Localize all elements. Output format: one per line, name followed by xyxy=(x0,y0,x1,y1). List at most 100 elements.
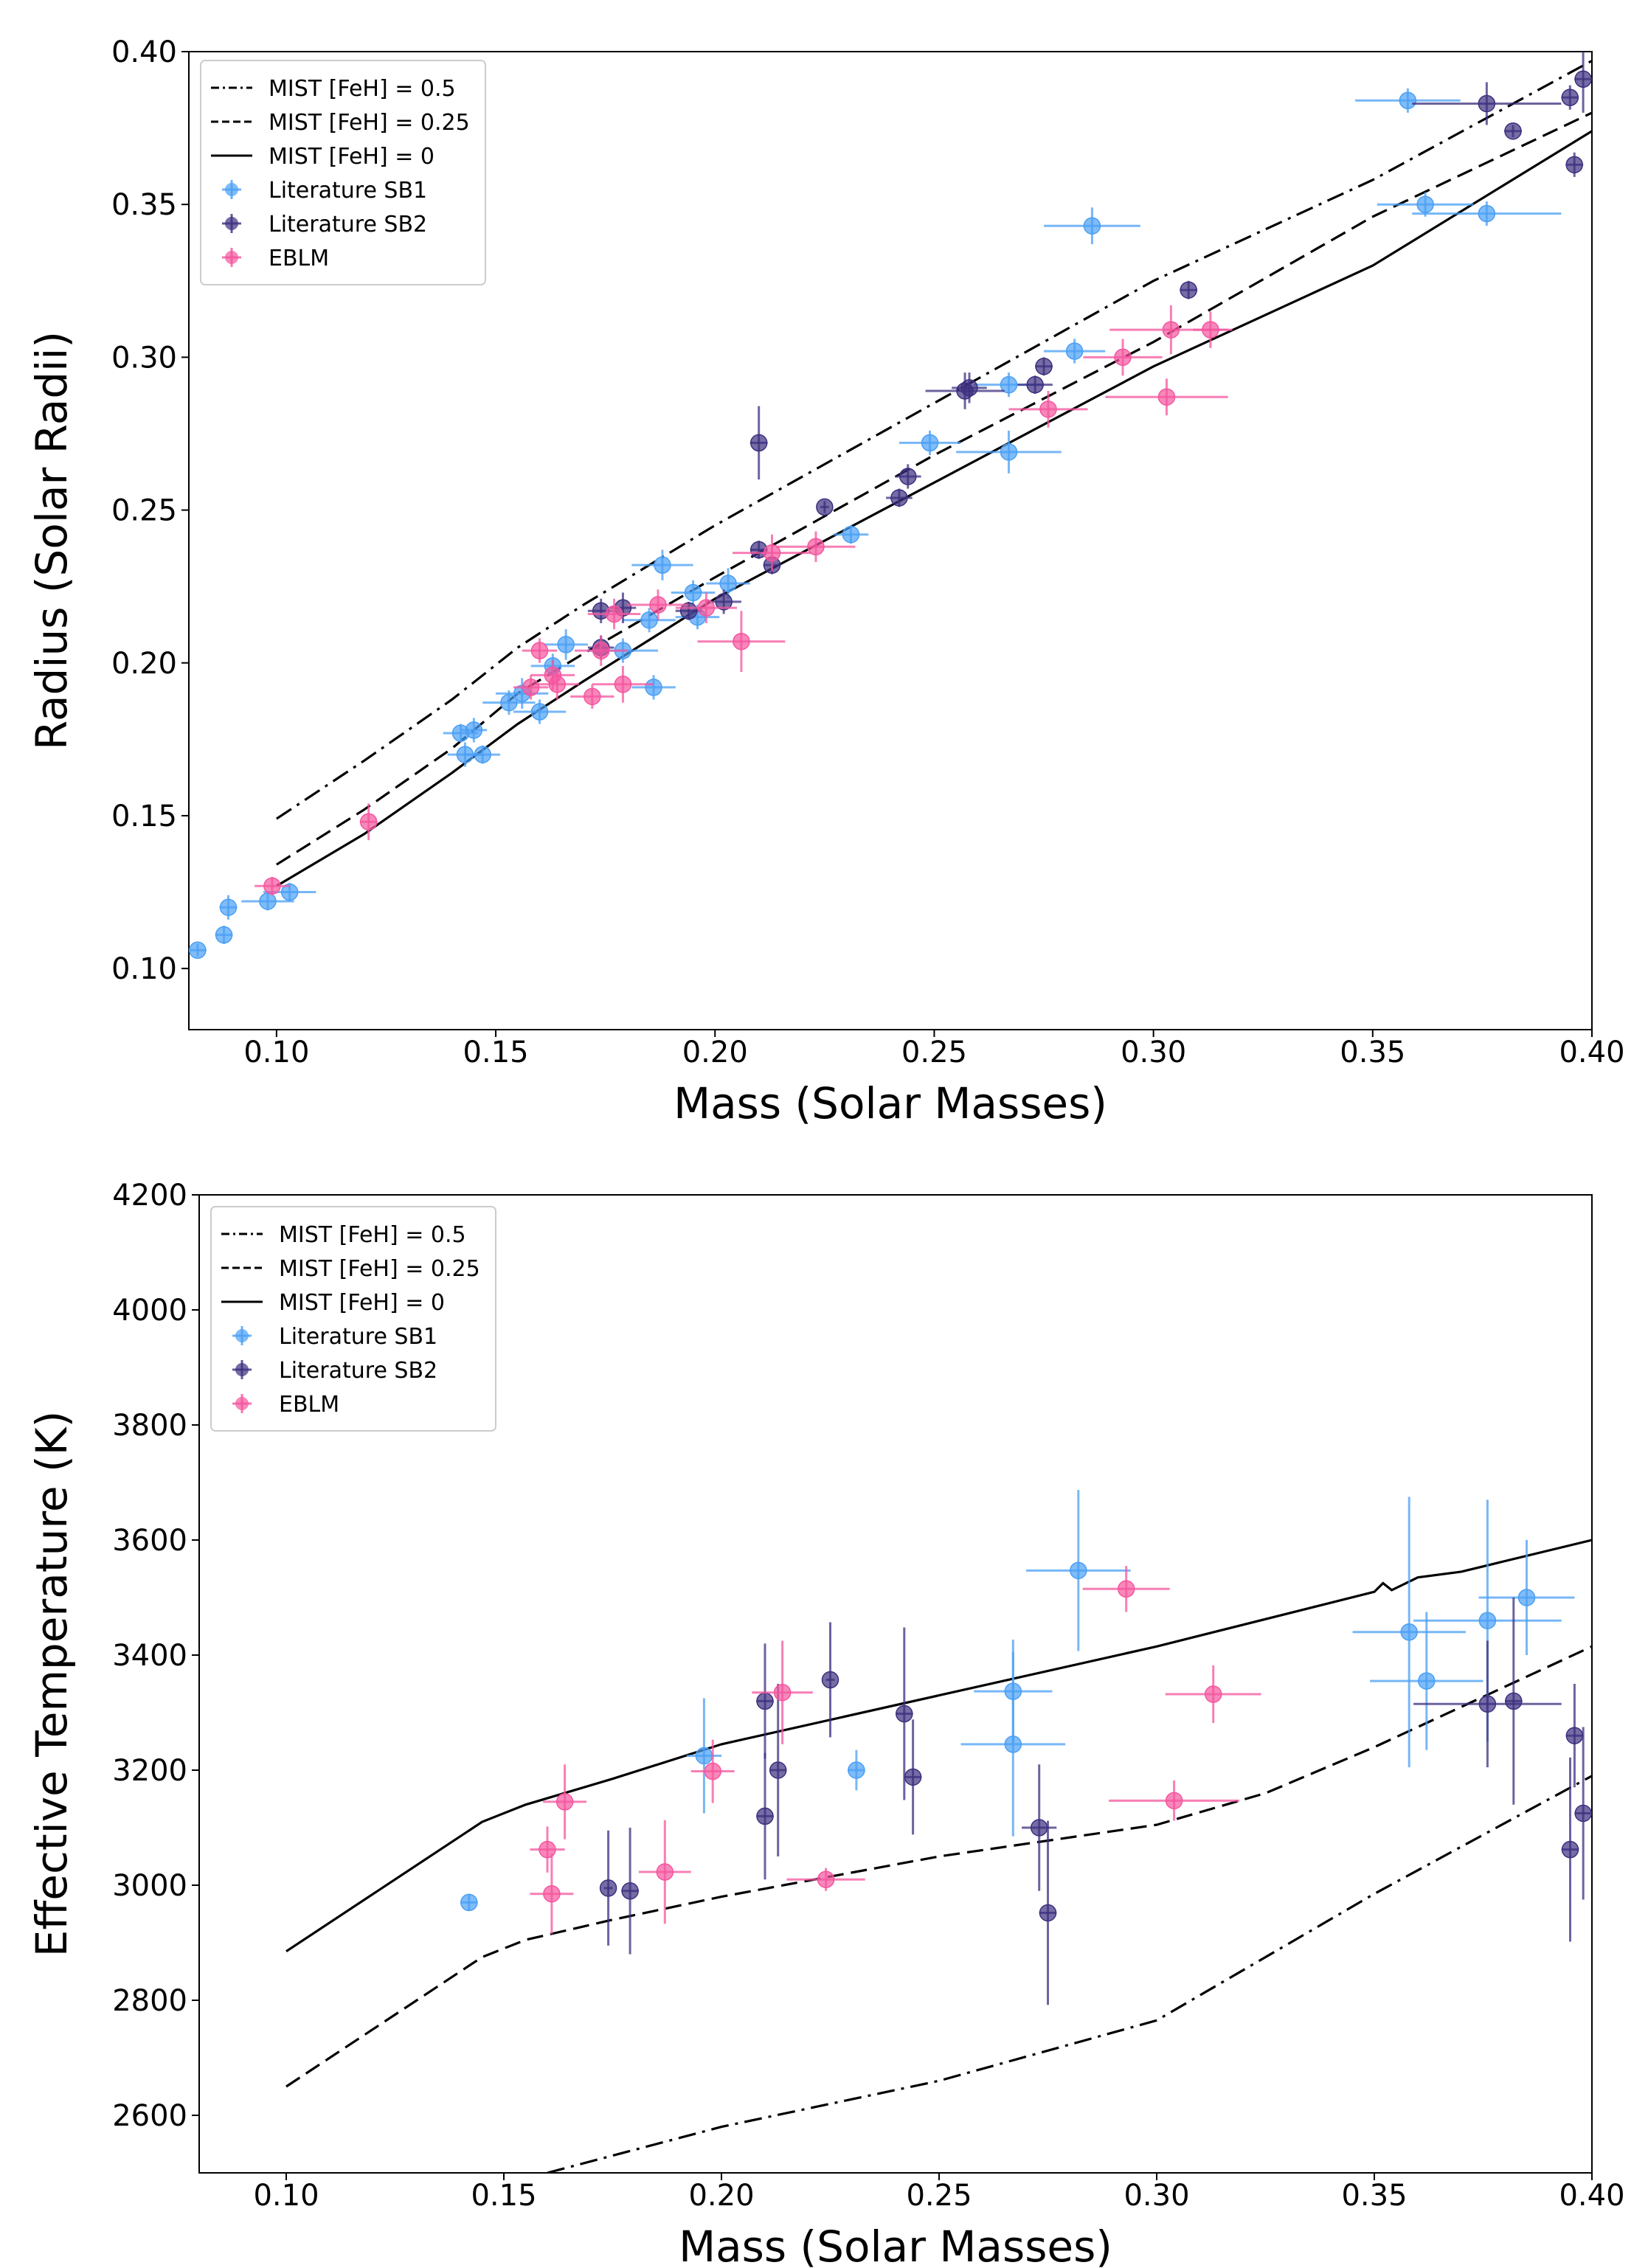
marker xyxy=(592,642,610,659)
data-point xyxy=(513,675,549,700)
x-tick-label: 0.40 xyxy=(1559,2179,1624,2213)
legend-marker xyxy=(235,1329,249,1342)
legend-label: MIST [FeH] = 0.5 xyxy=(279,1222,466,1248)
marker xyxy=(548,676,567,693)
series-literature-sb2 xyxy=(599,1598,1592,2005)
marker xyxy=(733,632,750,651)
data-point xyxy=(1165,1665,1261,1724)
legend-label: MIST [FeH] = 0 xyxy=(269,144,434,170)
marker xyxy=(695,1747,713,1765)
marker xyxy=(543,1884,561,1903)
radius-mass-panel: 0.10 0.15 0.20 0.25 0.30 0.35 0.40 0.10 0.15 0.20… xyxy=(27,35,1625,1128)
x-tick-label: 0.25 xyxy=(906,2179,972,2213)
marker xyxy=(1000,443,1018,461)
data-point xyxy=(1574,1727,1592,1900)
legend-label: Literature SB2 xyxy=(269,212,427,237)
marker xyxy=(899,468,917,485)
marker xyxy=(263,877,281,895)
marker xyxy=(1478,1612,1497,1629)
data-point xyxy=(816,498,834,516)
x-axis-label: Mass (Solar Masses) xyxy=(679,2222,1112,2268)
marker xyxy=(719,575,737,592)
x-tick-label: 0.30 xyxy=(1121,1036,1186,1069)
data-point xyxy=(1574,52,1592,113)
temperature-mass-panel: 0.10 0.15 0.20 0.25 0.30 0.35 0.40 2600 2800 3000… xyxy=(27,1179,1625,2268)
x-tick-label: 0.35 xyxy=(1340,1036,1405,1069)
data-point xyxy=(833,525,869,544)
x-tick-label: 0.10 xyxy=(253,2179,319,2213)
data-point xyxy=(821,1622,839,1738)
y-tick-label: 0.40 xyxy=(111,35,177,69)
data-point xyxy=(631,549,693,580)
y-tick-label: 0.35 xyxy=(111,188,177,222)
x-tick-label: 0.20 xyxy=(688,2179,754,2213)
legend-item-eblm: EBLM xyxy=(222,246,329,271)
marker xyxy=(1504,122,1522,140)
marker xyxy=(1478,1695,1497,1713)
legend-marker xyxy=(235,1363,249,1376)
marker xyxy=(1202,321,1219,339)
data-point xyxy=(544,629,588,660)
data-point xyxy=(1035,357,1053,376)
data-point xyxy=(189,941,207,960)
data-point xyxy=(513,699,567,724)
legend-item-mist-feh-0-5: MIST [FeH] = 0.5 xyxy=(221,1222,466,1248)
data-point xyxy=(886,488,913,507)
data-point xyxy=(733,534,812,572)
data-point xyxy=(769,1684,787,1856)
plot-area xyxy=(189,52,1592,960)
data-point xyxy=(1370,1612,1483,1750)
legend-item-literature-sb1: Literature SB1 xyxy=(232,1324,437,1350)
data-point xyxy=(1044,339,1106,364)
data-point xyxy=(899,430,961,455)
data-point xyxy=(1505,1598,1523,1805)
marker xyxy=(460,1893,478,1912)
marker xyxy=(1505,1692,1523,1710)
marker xyxy=(1117,1580,1135,1598)
data-point xyxy=(1478,1540,1575,1655)
data-point xyxy=(522,638,558,663)
marker xyxy=(555,1793,574,1811)
data-point xyxy=(756,1752,774,1880)
legend-label: Literature SB1 xyxy=(279,1324,437,1350)
data-point xyxy=(543,1764,587,1839)
data-point xyxy=(776,531,856,563)
data-point xyxy=(465,745,501,764)
marker xyxy=(645,679,662,696)
marker xyxy=(763,544,781,562)
x-tick-label: 0.35 xyxy=(1341,2179,1407,2213)
y-tick-label: 2800 xyxy=(112,1984,187,2018)
y-axis-label: Effective Temperature (K) xyxy=(27,1411,77,1957)
marker xyxy=(621,1882,639,1900)
legend-label: Literature SB2 xyxy=(279,1358,437,1384)
marker xyxy=(773,1683,792,1702)
data-point xyxy=(973,372,1045,398)
model-line-mist-feh-0-5 xyxy=(547,1775,1592,2173)
marker xyxy=(1165,1792,1183,1810)
marker xyxy=(280,883,299,901)
marker xyxy=(1065,342,1084,360)
data-point xyxy=(786,1868,865,1891)
y-axis-label: Radius (Solar Radii) xyxy=(27,331,77,750)
marker xyxy=(1565,1727,1584,1744)
marker xyxy=(960,379,978,397)
data-point xyxy=(896,1627,913,1800)
y-tick-label: 0.15 xyxy=(111,800,177,833)
data-point xyxy=(1109,1780,1240,1821)
marker xyxy=(654,556,671,574)
marker xyxy=(1478,204,1496,223)
legend-label: MIST [FeH] = 0 xyxy=(279,1290,445,1316)
marker xyxy=(1478,94,1496,113)
marker xyxy=(749,434,768,452)
data-point xyxy=(638,1820,691,1924)
marker xyxy=(817,1870,835,1888)
data-point xyxy=(219,895,238,920)
data-point xyxy=(255,876,290,895)
marker xyxy=(848,1761,865,1779)
marker xyxy=(816,498,834,516)
data-point xyxy=(686,1698,721,1814)
marker xyxy=(189,941,207,960)
model-line-mist-feh-0 xyxy=(285,1539,1592,1953)
marker xyxy=(649,596,667,614)
